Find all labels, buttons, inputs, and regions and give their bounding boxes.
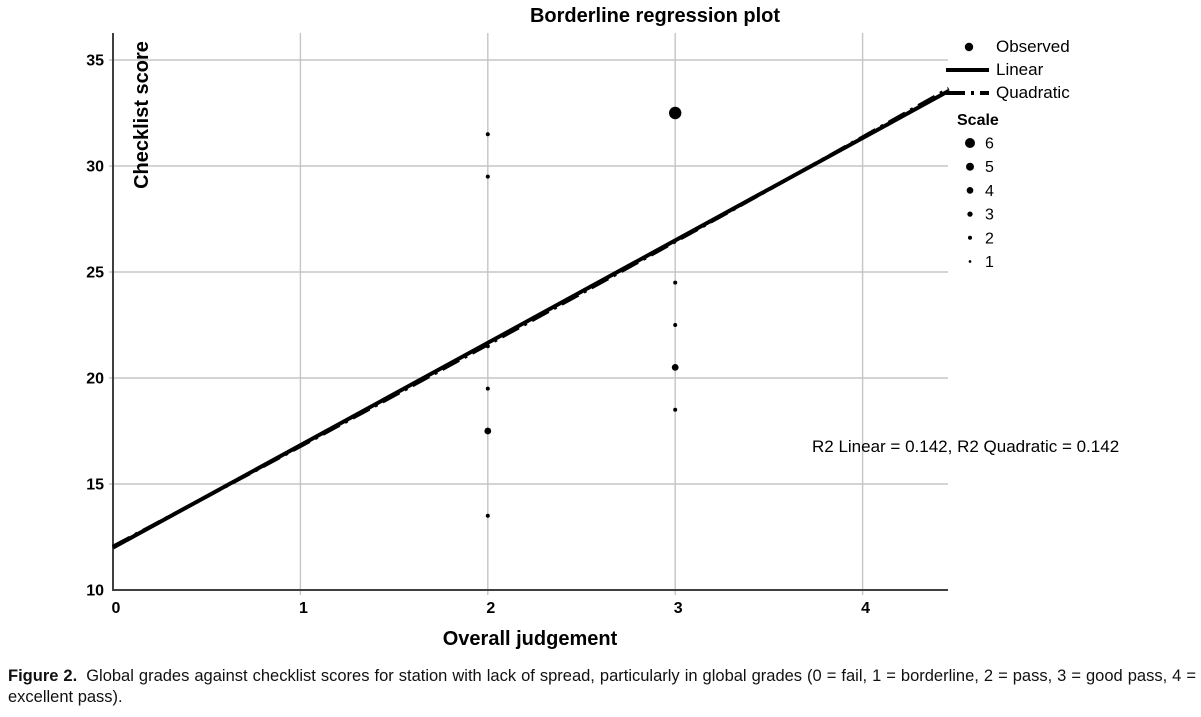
x-tick-label: 0 — [112, 600, 121, 617]
legend-scale-label: 6 — [985, 136, 994, 153]
data-point — [484, 427, 492, 435]
linear-fit-line — [112, 89, 950, 550]
x-tick-label: 2 — [486, 600, 495, 617]
data-point — [485, 344, 490, 349]
legend-label: Quadratic — [996, 83, 1070, 102]
legend-scale-label: 4 — [985, 183, 994, 200]
legend-scale-marker — [966, 162, 974, 171]
data-point — [485, 386, 490, 391]
y-tick-label: 20 — [86, 371, 104, 388]
y-tick-label: 30 — [86, 159, 104, 176]
legend-observed-marker — [964, 42, 974, 52]
legend-label: Observed — [996, 37, 1070, 56]
legend-scale-marker — [967, 211, 973, 217]
y-tick-label: 35 — [86, 53, 104, 70]
data-point — [673, 323, 678, 327]
chart-title: Borderline regression plot — [529, 5, 781, 27]
y-tick-label: 10 — [86, 583, 104, 600]
data-point — [673, 407, 678, 412]
legend-scale-marker — [965, 138, 975, 148]
y-axis-title: Checklist score — [131, 41, 153, 189]
x-tick-label: 1 — [299, 600, 308, 617]
data-point — [671, 364, 679, 371]
legend-scale-label: 5 — [985, 159, 994, 176]
y-tick-label: 25 — [86, 265, 104, 282]
data-point — [673, 280, 678, 285]
legend-scale-marker — [968, 235, 972, 240]
figure-caption: Figure 2. Global grades against checklist… — [8, 666, 1196, 709]
x-tick-label: 4 — [861, 600, 870, 617]
legend-scale-label: 3 — [985, 207, 994, 224]
x-tick-label: 3 — [674, 600, 683, 617]
legend-label: Linear — [996, 60, 1044, 79]
data-point — [485, 174, 490, 179]
legend-scale-marker — [968, 260, 972, 263]
legend-scale-marker — [966, 187, 974, 194]
figure-caption-text: Global grades against checklist scores f… — [8, 667, 1196, 707]
legend-scale-label: 1 — [985, 254, 994, 271]
data-point — [485, 513, 490, 518]
r2-annotation: R2 Linear = 0.142, R2 Quadratic = 0.142 — [812, 437, 1119, 456]
data-point — [485, 132, 490, 137]
data-point — [669, 106, 682, 120]
x-axis-title: Overall judgement — [443, 628, 618, 650]
figure-label: Figure 2. — [8, 667, 78, 685]
legend-scale-title: Scale — [957, 112, 999, 129]
y-tick-label: 15 — [86, 477, 104, 494]
legend-scale-label: 2 — [985, 230, 994, 247]
